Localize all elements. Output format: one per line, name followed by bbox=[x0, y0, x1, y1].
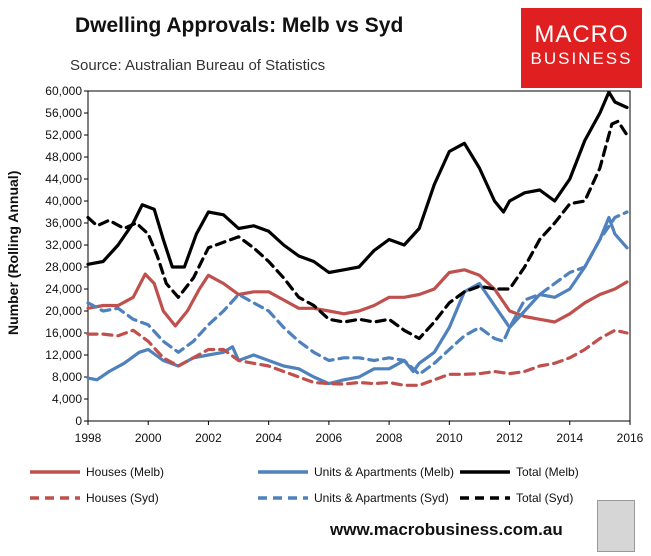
x-tick-label: 2004 bbox=[255, 431, 282, 445]
y-tick-label: 40,000 bbox=[45, 194, 82, 208]
legend-label: Total (Syd) bbox=[516, 491, 573, 505]
y-tick-label: 8,000 bbox=[52, 370, 82, 384]
legend-label: Houses (Syd) bbox=[86, 491, 159, 505]
legend-label: Units & Apartments (Syd) bbox=[314, 491, 449, 505]
y-tick-label: 44,000 bbox=[45, 172, 82, 186]
y-tick-label: 56,000 bbox=[45, 106, 82, 120]
x-tick-label: 2000 bbox=[135, 431, 162, 445]
x-tick-label: 2016 bbox=[617, 431, 644, 445]
series-line-units-apartments-syd bbox=[86, 210, 629, 376]
y-tick-label: 12,000 bbox=[45, 348, 82, 362]
y-tick-label: 36,000 bbox=[45, 216, 82, 230]
y-tick-label: 52,000 bbox=[45, 128, 82, 142]
plot-frame bbox=[87, 90, 631, 422]
website-url[interactable]: www.macrobusiness.com.au bbox=[330, 520, 563, 539]
series-line-houses-melb bbox=[86, 268, 629, 328]
y-tick-label: 0 bbox=[75, 414, 82, 428]
series-line-total-melb bbox=[86, 90, 629, 275]
x-tick-label: 2006 bbox=[316, 431, 343, 445]
x-tick-label: 2008 bbox=[376, 431, 403, 445]
legend-label: Units & Apartments (Melb) bbox=[314, 465, 454, 479]
legend: Houses (Melb) Units & Apartments (Melb) To… bbox=[30, 465, 579, 505]
legend-label: Houses (Melb) bbox=[86, 465, 164, 479]
logo-line-2: BUSINESS bbox=[530, 49, 633, 68]
y-tick-label: 60,000 bbox=[45, 84, 82, 98]
logo-line-1: MACRO bbox=[534, 21, 629, 48]
y-tick-label: 4,000 bbox=[52, 392, 82, 406]
x-tick-label: 2014 bbox=[556, 431, 583, 445]
chart-title: Dwelling Approvals: Melb vs Syd bbox=[75, 14, 404, 37]
x-tick-label: 2002 bbox=[195, 431, 222, 445]
x-tick-label: 2010 bbox=[436, 431, 463, 445]
y-tick-label: 32,000 bbox=[45, 238, 82, 252]
y-tick-label: 28,000 bbox=[45, 260, 82, 274]
series-line-houses-syd bbox=[86, 328, 629, 387]
plot-area: 0 4,000 8,000 12,000 16,000 20,000 24,000 28,00… bbox=[45, 84, 643, 445]
series-line-total-syd bbox=[86, 119, 629, 341]
y-tick-label: 16,000 bbox=[45, 326, 82, 340]
chart-subtitle: Source: Australian Bureau of Statistics bbox=[70, 57, 326, 74]
y-tick-label: 24,000 bbox=[45, 282, 82, 296]
x-tick-label: 2012 bbox=[496, 431, 523, 445]
wolf-logo-icon bbox=[597, 500, 635, 552]
x-tick-label: 1998 bbox=[75, 431, 102, 445]
macrobusiness-logo: MACRO BUSINESS bbox=[521, 8, 642, 88]
y-tick-label: 20,000 bbox=[45, 304, 82, 318]
legend-label: Total (Melb) bbox=[516, 465, 579, 479]
y-tick-label: 48,000 bbox=[45, 150, 82, 164]
